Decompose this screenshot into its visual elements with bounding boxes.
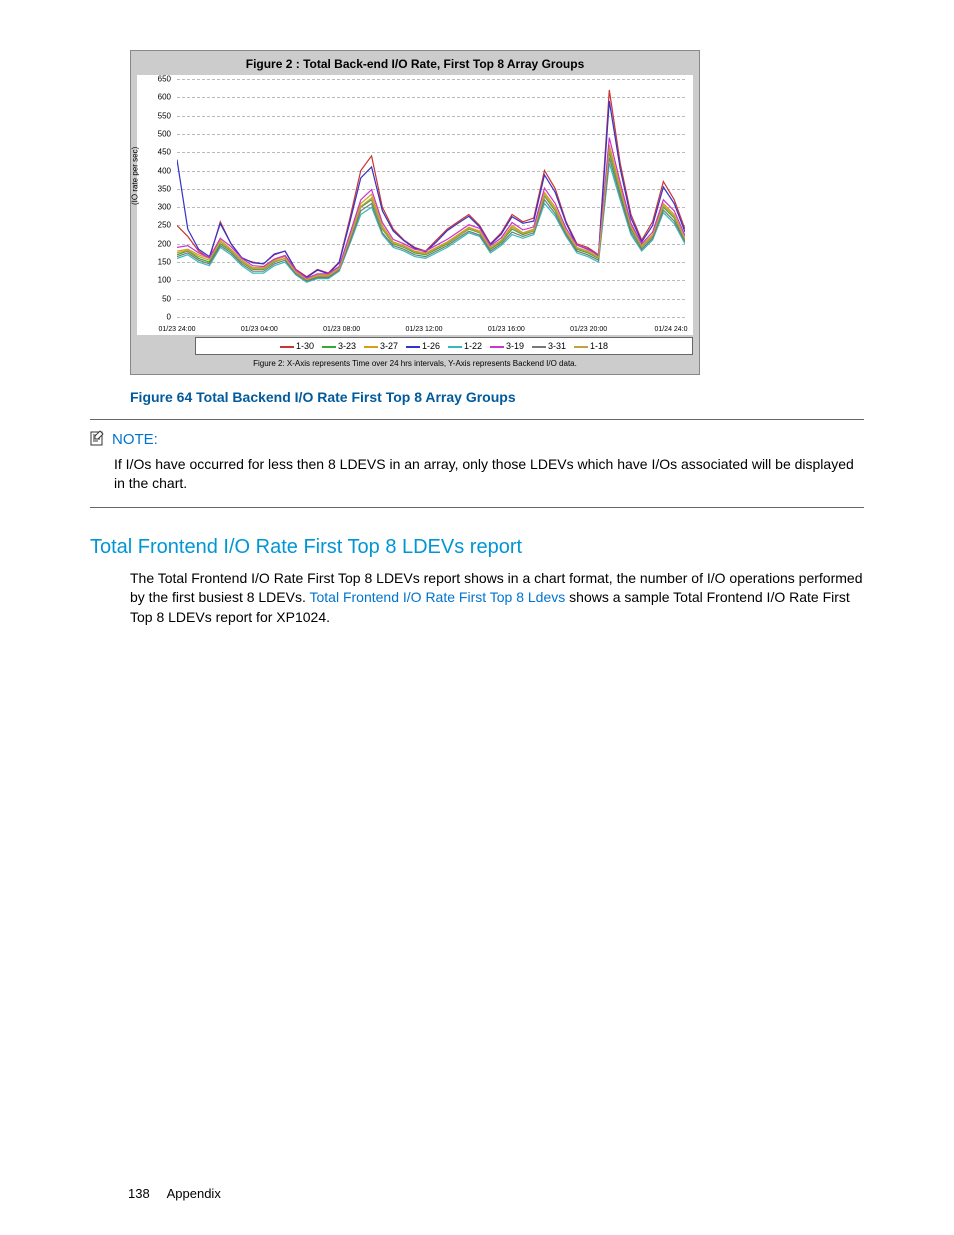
legend-item: 1-22: [448, 341, 482, 351]
legend-swatch: [364, 346, 378, 348]
y-tick: 400: [149, 166, 171, 175]
legend-item: 3-23: [322, 341, 356, 351]
legend-label: 1-22: [464, 341, 482, 351]
section-heading: Total Frontend I/O Rate First Top 8 LDEV…: [90, 536, 864, 559]
legend-swatch: [406, 346, 420, 348]
y-tick: 0: [149, 313, 171, 322]
note-text: If I/Os have occurred for less then 8 LD…: [114, 455, 864, 493]
x-tick: 01/23 24:00: [159, 326, 196, 333]
series-line: [177, 163, 685, 282]
y-axis-label: (IO rate per sec): [131, 147, 140, 205]
legend-label: 3-27: [380, 341, 398, 351]
legend-label: 1-30: [296, 341, 314, 351]
y-tick: 500: [149, 129, 171, 138]
y-tick: 450: [149, 148, 171, 157]
legend-item: 3-27: [364, 341, 398, 351]
legend-swatch: [490, 346, 504, 348]
y-tick: 250: [149, 221, 171, 230]
legend-item: 3-31: [532, 341, 566, 351]
chart-footnote: Figure 2: X-Axis represents Time over 24…: [135, 357, 695, 370]
legend-label: 3-19: [506, 341, 524, 351]
plot-area: (IO rate per sec) 0501001502002503003504…: [137, 75, 693, 335]
note-block: NOTE: If I/Os have occurred for less the…: [90, 419, 864, 508]
legend-swatch: [322, 346, 336, 348]
y-tick: 350: [149, 184, 171, 193]
x-tick: 01/24 24:0: [654, 326, 687, 333]
y-tick: 300: [149, 203, 171, 212]
note-icon: [90, 430, 106, 449]
legend-label: 1-18: [590, 341, 608, 351]
legend-item: 1-26: [406, 341, 440, 351]
y-tick: 550: [149, 111, 171, 120]
legend-swatch: [448, 346, 462, 348]
legend-swatch: [532, 346, 546, 348]
x-tick: 01/23 16:00: [488, 326, 525, 333]
y-tick: 150: [149, 258, 171, 267]
chart-container: Figure 2 : Total Back-end I/O Rate, Firs…: [130, 50, 700, 375]
legend-item: 1-18: [574, 341, 608, 351]
x-tick: 01/23 12:00: [406, 326, 443, 333]
y-tick: 200: [149, 239, 171, 248]
frontend-report-link[interactable]: Total Frontend I/O Rate First Top 8 Ldev…: [310, 589, 566, 605]
x-tick: 01/23 08:00: [323, 326, 360, 333]
y-tick: 100: [149, 276, 171, 285]
legend-label: 3-23: [338, 341, 356, 351]
page-footer: 138 Appendix: [128, 1186, 221, 1201]
legend-swatch: [574, 346, 588, 348]
y-tick: 50: [149, 294, 171, 303]
section-body: The Total Frontend I/O Rate First Top 8 …: [130, 569, 864, 628]
x-tick: 01/23 20:00: [570, 326, 607, 333]
chart-legend: 1-30 3-23 3-27 1-26 1-22 3-19 3-31 1-18: [195, 337, 693, 355]
page-number: 138: [128, 1186, 150, 1201]
legend-item: 1-30: [280, 341, 314, 351]
chart-title: Figure 2 : Total Back-end I/O Rate, Firs…: [135, 55, 695, 73]
y-tick: 650: [149, 75, 171, 84]
figure-caption: Figure 64 Total Backend I/O Rate First T…: [130, 389, 864, 405]
legend-item: 3-19: [490, 341, 524, 351]
y-tick: 600: [149, 93, 171, 102]
legend-label: 3-31: [548, 341, 566, 351]
footer-label: Appendix: [167, 1186, 221, 1201]
legend-swatch: [280, 346, 294, 348]
note-label: NOTE:: [112, 431, 158, 448]
x-tick: 01/23 04:00: [241, 326, 278, 333]
legend-label: 1-26: [422, 341, 440, 351]
